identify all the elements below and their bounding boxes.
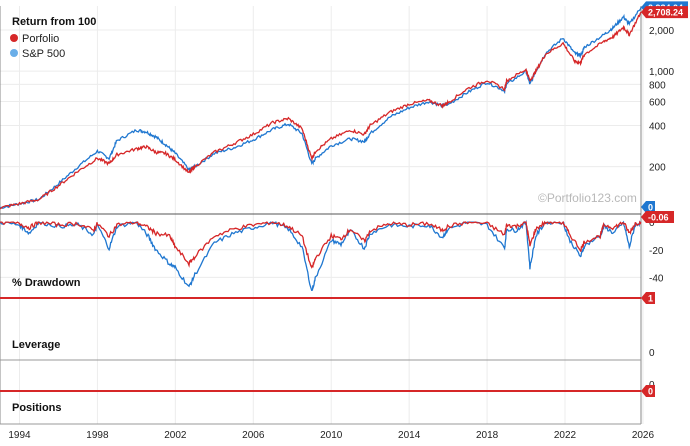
- return-tick-label: 400: [649, 122, 666, 133]
- drawdown-tick-label: -20: [649, 246, 664, 257]
- portfolio-drawdown-last-text: -0.06: [648, 213, 669, 223]
- x-tick-label: 2022: [554, 430, 577, 441]
- sp500-drawdown-last: 0: [641, 201, 655, 213]
- legend-marker-portfolio: [10, 34, 18, 42]
- sp500-return-line: [0, 7, 642, 210]
- x-tick-label: 1998: [86, 430, 109, 441]
- positions-last-value-text: 0: [648, 387, 653, 397]
- x-tick-label: 2002: [164, 430, 187, 441]
- return-tick-label: 600: [649, 97, 666, 108]
- drawdown-tick-label: -40: [649, 273, 664, 284]
- x-tick-label: 1994: [8, 430, 31, 441]
- x-tick-label: 2006: [242, 430, 265, 441]
- leverage-last-value-shape: [641, 292, 655, 304]
- drawdown-tick-label: 0: [649, 218, 655, 229]
- positions-last-value: 0: [641, 385, 655, 397]
- leverage-last-value: 1: [641, 292, 655, 304]
- x-tick-label: 2014: [398, 430, 421, 441]
- grid-layer: [0, 6, 644, 424]
- return-tick-label: 2,000: [649, 26, 674, 37]
- series-layer: [0, 7, 642, 392]
- drawdown-title: % Drawdown: [12, 277, 81, 289]
- x-tick-label: 2018: [476, 430, 499, 441]
- sp500-drawdown-line: [0, 219, 642, 292]
- return-tick-label: 800: [649, 80, 666, 91]
- leverage-title: Leverage: [12, 339, 60, 351]
- portfolio-last-value: 2,708.24: [641, 6, 688, 19]
- return-tick-label: 1,000: [649, 67, 674, 78]
- portfolio-drawdown-last-shape: [641, 211, 674, 223]
- positions-title: Positions: [12, 402, 62, 414]
- watermark: ©Portfolio123.com: [538, 191, 637, 205]
- legend: Porfolio S&P 500: [10, 33, 65, 60]
- legend-label-portfolio: Porfolio: [22, 33, 59, 45]
- x-tick-label: 2010: [320, 430, 343, 441]
- leverage-last-value-text: 1: [648, 294, 653, 304]
- x-tick-label: 2026: [632, 430, 655, 441]
- portfolio-last-value-text: 2,708.24: [648, 8, 683, 18]
- legend-marker-sp500: [10, 49, 18, 57]
- portfolio-last-value-shape: [641, 6, 688, 19]
- portfolio-drawdown-line: [0, 220, 642, 269]
- legend-label-sp500: S&P 500: [22, 48, 65, 60]
- portfolio-drawdown-last: -0.06: [641, 211, 674, 223]
- chart-title: Return from 100: [12, 16, 96, 28]
- axis-labels-layer: 1994 1998 2002 2006 2010 2014 2018 2022 2026 200 4…: [8, 1, 688, 441]
- return-tick-label: 200: [649, 163, 666, 174]
- panel-frames: [0, 6, 642, 425]
- sp500-drawdown-last-text: 0: [648, 203, 653, 213]
- sp500-drawdown-last-shape: [641, 201, 655, 213]
- leverage-tick-label: 0: [649, 348, 655, 359]
- positions-last-value-shape: [641, 385, 655, 397]
- portfolio-return-line: [0, 11, 642, 210]
